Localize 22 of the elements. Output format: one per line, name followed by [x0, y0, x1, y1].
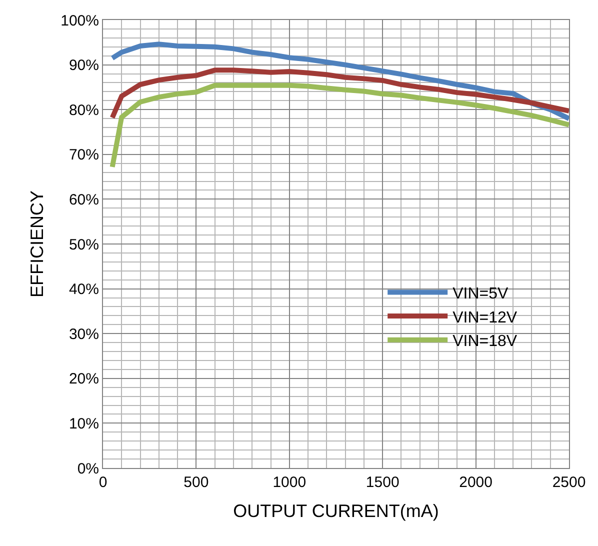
y-tick-label: 30% [68, 326, 99, 343]
y-tick-label: 60% [68, 191, 99, 208]
y-tick-label: 0% [77, 460, 99, 478]
y-tick-label: 80% [68, 102, 99, 119]
x-tick-label: 1000 [272, 474, 306, 491]
y-tick-label: 90% [68, 57, 99, 74]
legend-label: VIN=18V [452, 333, 518, 350]
y-tick-label: 10% [68, 415, 99, 432]
x-tick-label: 2500 [552, 474, 586, 491]
y-tick-label: 70% [68, 146, 99, 164]
y-tick-label: 40% [68, 281, 99, 298]
y-tick-label: 100% [60, 12, 99, 30]
x-axis-title: OUTPUT CURRENT(mA) [233, 501, 439, 522]
y-tick-label: 50% [68, 236, 99, 254]
x-tick-label: 0 [98, 474, 108, 491]
y-axis-title: EFFICIENCY [26, 190, 47, 298]
legend-label: VIN=5V [452, 286, 509, 302]
x-tick-label: 2000 [459, 474, 492, 491]
legend-label: VIN=12V [452, 309, 518, 326]
y-tick-label: 20% [68, 370, 99, 388]
x-tick-label: 1500 [366, 474, 400, 491]
x-tick-label: 500 [184, 474, 209, 491]
